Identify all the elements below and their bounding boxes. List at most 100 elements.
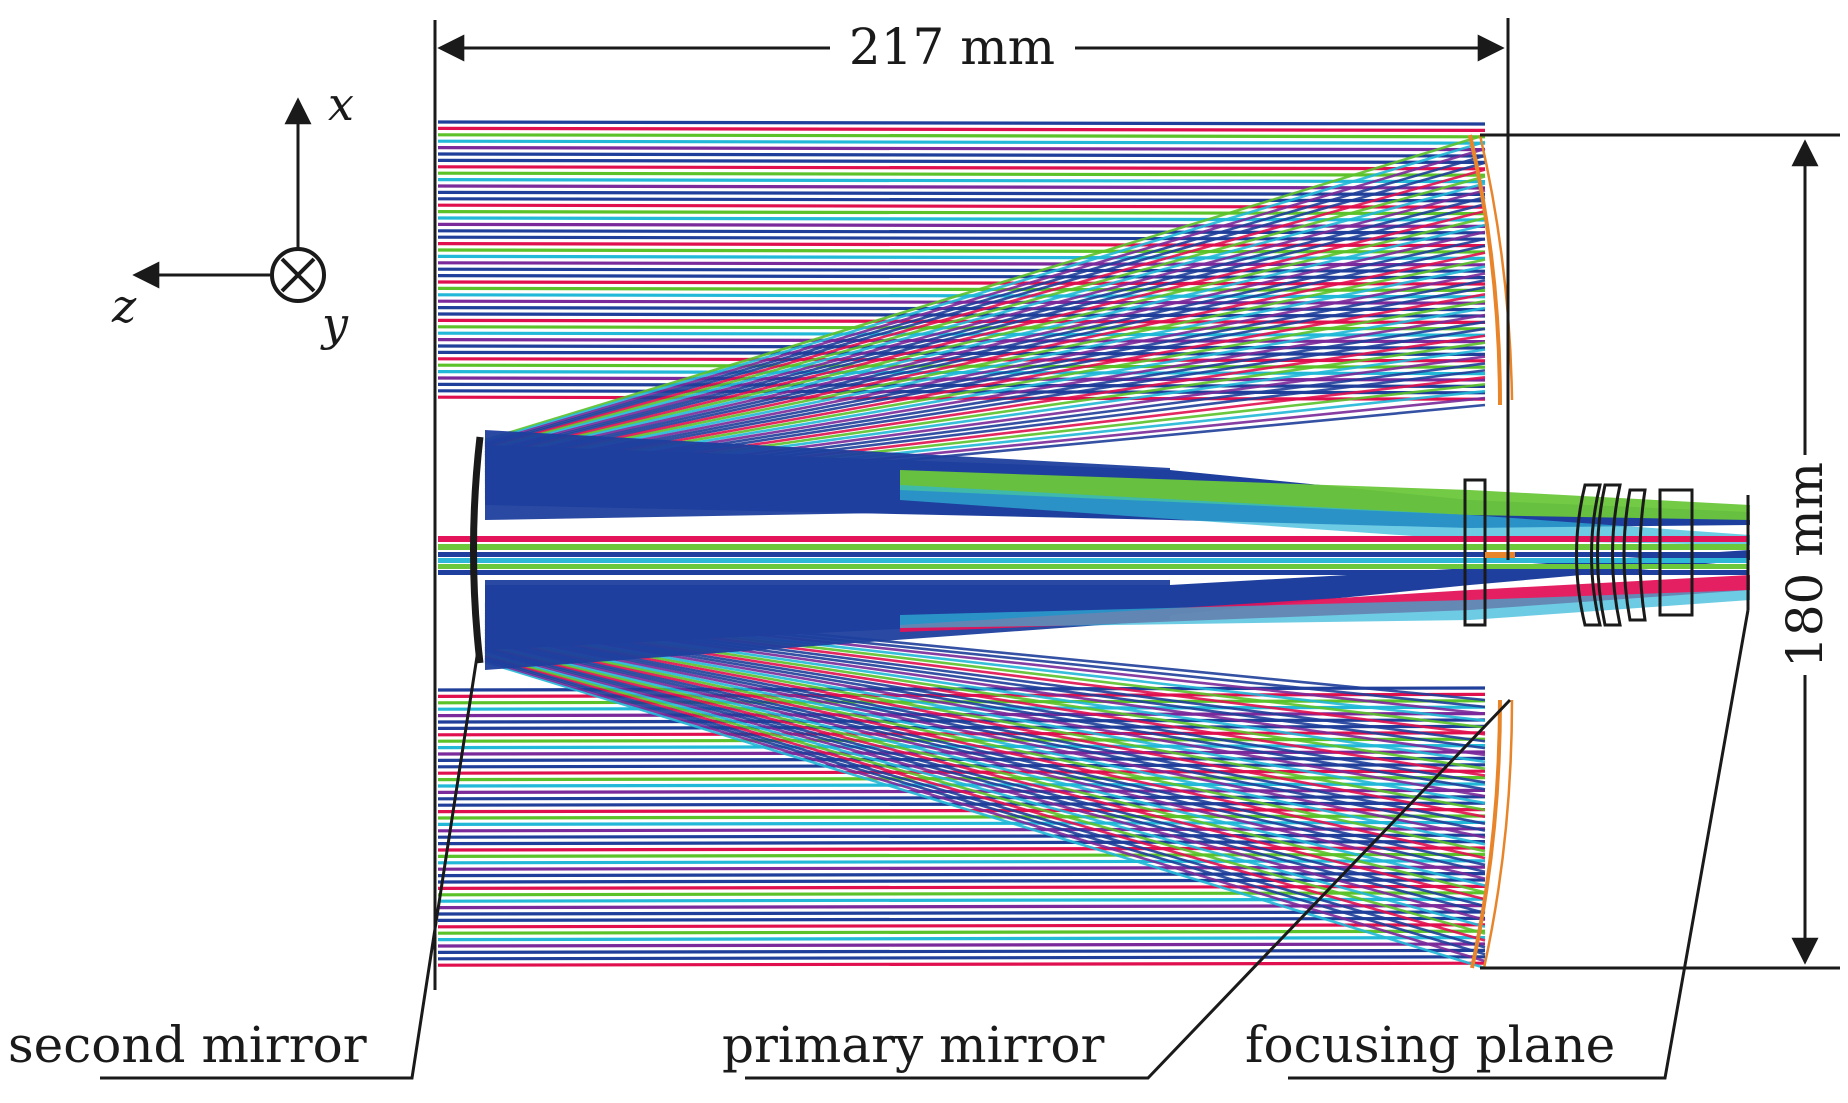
ray (437, 942, 1486, 948)
ray (437, 878, 1486, 884)
ray (437, 274, 1486, 280)
reflected-rays-bottom (484, 600, 1486, 970)
ray (437, 242, 1486, 248)
ray (437, 178, 1486, 184)
ray (437, 961, 1486, 967)
dimension-height: 180 mm (1480, 133, 1840, 970)
ray (437, 216, 1486, 222)
ray (437, 306, 1486, 312)
ray (437, 267, 1486, 273)
ray (437, 871, 1486, 878)
ray (437, 229, 1486, 235)
ray (484, 654, 1486, 942)
ray (484, 154, 1486, 446)
ray (437, 910, 1486, 916)
ray (437, 884, 1486, 891)
second-mirror-shape (470, 436, 484, 664)
ray (484, 646, 1486, 908)
ray (437, 807, 1486, 814)
ray (484, 649, 1486, 922)
focusing-plane-label: focusing plane (1245, 1016, 1615, 1074)
ray (437, 133, 1486, 139)
ray (437, 139, 1486, 145)
ray (437, 146, 1486, 152)
ray (437, 948, 1486, 955)
ray (484, 147, 1486, 445)
ray (484, 660, 1486, 970)
ray (437, 254, 1486, 260)
converging-beam (485, 430, 1750, 670)
ray (437, 331, 1486, 337)
ray (484, 182, 1486, 453)
ray (437, 891, 1486, 897)
ray (437, 286, 1486, 292)
ray (484, 251, 1486, 468)
ray (484, 631, 1486, 839)
ray (437, 814, 1486, 820)
primary-mirror-top (1468, 134, 1502, 406)
ray (437, 750, 1486, 756)
ray (484, 244, 1486, 466)
ray (484, 230, 1486, 463)
ray (484, 258, 1486, 469)
ray (437, 935, 1486, 942)
ray (484, 653, 1486, 935)
ray (484, 633, 1486, 846)
ray (484, 168, 1486, 449)
ray (437, 833, 1486, 839)
ray (437, 171, 1486, 177)
leader-lines (100, 609, 1750, 1080)
ray (437, 923, 1486, 929)
ray (484, 189, 1486, 454)
ray (437, 865, 1486, 871)
ray (437, 222, 1486, 228)
second-mirror-label: second mirror (8, 1016, 367, 1074)
ray (437, 318, 1486, 324)
primary-mirror-bottom (1470, 699, 1502, 969)
ray (437, 261, 1486, 267)
ray (484, 634, 1486, 853)
dimension-length: 217 mm (437, 18, 1510, 560)
ray (437, 955, 1486, 961)
ray (484, 659, 1486, 963)
ray (484, 629, 1486, 832)
ray (437, 152, 1486, 158)
primary-mirror-label: primary mirror (722, 1016, 1104, 1074)
reflected-rays-top (484, 133, 1486, 502)
ray (484, 640, 1486, 880)
length-label: 217 mm (849, 18, 1055, 76)
ray (437, 280, 1486, 286)
ray (437, 235, 1486, 241)
ray (437, 820, 1486, 827)
ray (437, 795, 1486, 801)
ray (437, 916, 1486, 923)
ray (484, 636, 1486, 860)
ray (484, 648, 1486, 915)
ray (484, 639, 1486, 874)
primary-mirror-top-inner (1478, 134, 1514, 401)
ray (484, 637, 1486, 867)
ray (437, 120, 1486, 126)
into-page-y-icon (270, 247, 326, 303)
ray (484, 651, 1486, 929)
primary-mirror-bottom-inner (1482, 699, 1514, 969)
ray (484, 216, 1486, 460)
ray (437, 827, 1486, 833)
ray (484, 642, 1486, 887)
ray (437, 158, 1486, 164)
coordinate-axes: x z y (111, 77, 354, 351)
ray (437, 248, 1486, 254)
axis-x-label: x (328, 77, 354, 131)
ray (437, 929, 1486, 935)
ray (484, 209, 1486, 459)
ray (484, 265, 1486, 471)
ray (437, 839, 1486, 846)
ray (437, 737, 1486, 743)
ray (484, 628, 1486, 825)
ray (484, 133, 1486, 442)
ray (484, 643, 1486, 894)
ray (484, 237, 1486, 465)
ray (484, 161, 1486, 448)
